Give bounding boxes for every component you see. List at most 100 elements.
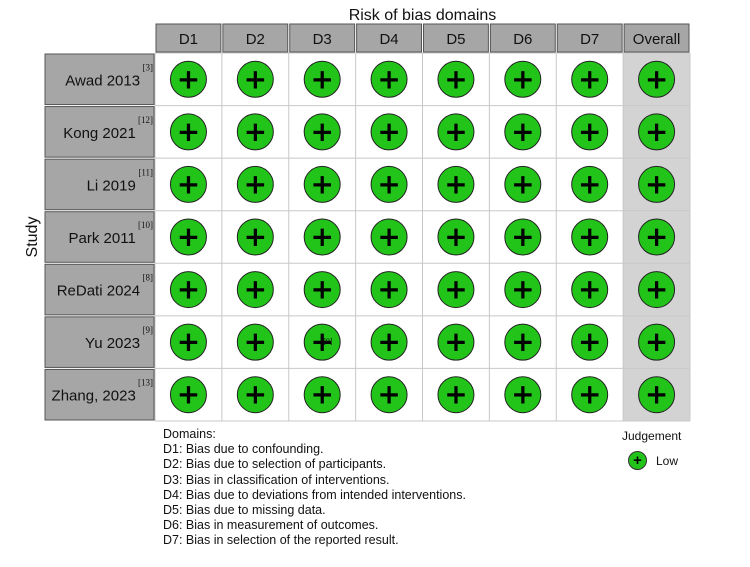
judgement-symbol: + <box>511 167 534 200</box>
study-reference: [10] <box>138 220 153 230</box>
judgement-symbol: + <box>177 220 200 253</box>
judgement-dot <box>571 218 609 256</box>
judgement-dot <box>437 60 475 98</box>
judgement-symbol: + <box>511 62 534 95</box>
study-label-cell <box>44 316 155 368</box>
judgement-dot <box>571 165 609 203</box>
judgement-symbol: + <box>310 115 333 148</box>
judgement-dot <box>303 218 341 256</box>
column-header-label: Overall <box>633 31 681 48</box>
judgement-symbol: + <box>377 115 400 148</box>
study-label: Zhang, 2023 <box>52 388 136 405</box>
judgement-symbol: + <box>511 325 534 358</box>
column-header-label: D1 <box>179 31 198 48</box>
judgement-symbol: + <box>444 378 467 411</box>
judgement-dot <box>571 376 609 414</box>
study-label: Awad 2013 <box>65 72 140 89</box>
judgement-dot <box>303 323 341 361</box>
judgement-dot <box>169 165 207 203</box>
judgement-dot <box>236 113 274 151</box>
judgement-dot <box>571 113 609 151</box>
judgement-dot <box>303 271 341 309</box>
judgement-symbol: + <box>377 167 400 200</box>
judgement-label: Low <box>656 453 679 468</box>
domain-d7-description: D7: Bias in selection of the reported re… <box>163 533 399 548</box>
study-label-cell <box>44 53 155 106</box>
study-label: ReDati 2024 <box>57 283 140 300</box>
judgement-symbol: + <box>377 325 400 358</box>
judgement-dot <box>370 113 408 151</box>
judgement-dot <box>236 376 274 414</box>
judgement-dot <box>169 271 207 309</box>
study-label: Yu 2023 <box>85 335 140 352</box>
judgement-dot <box>504 376 542 414</box>
column-header-d3 <box>289 23 356 53</box>
column-header-d4 <box>356 23 422 53</box>
judgement-symbol: + <box>310 220 333 253</box>
judgement-dot <box>504 60 542 98</box>
study-reference: [12] <box>138 115 153 125</box>
judgement-symbol: + <box>645 273 668 306</box>
study-reference: [13] <box>138 378 153 388</box>
judgement-symbol: + <box>578 220 601 253</box>
judgement-symbol: + <box>578 325 601 358</box>
judgement-symbol: + <box>177 273 200 306</box>
column-header-label: D4 <box>379 31 398 48</box>
judgement-dot <box>236 218 274 256</box>
study-label: Park 2011 <box>69 230 136 247</box>
judgement-symbol: + <box>177 378 200 411</box>
judgement-dot <box>303 165 341 203</box>
domains-title: Domains: <box>163 427 216 441</box>
column-header-label: D3 <box>313 31 332 48</box>
domain-d2-description: D2: Bias due to selection of participant… <box>163 457 387 472</box>
judgement-dot <box>236 60 274 98</box>
judgement-symbol: + <box>177 325 200 358</box>
judgement-symbol: + <box>444 115 467 148</box>
judgement-symbol: + <box>511 115 534 148</box>
study-reference: [11] <box>138 167 153 177</box>
judgement-symbol: + <box>645 378 668 411</box>
study-reference: [8] <box>143 273 154 283</box>
judgement-dot <box>638 218 676 256</box>
judgement-legend: Judgement + Low <box>622 429 681 470</box>
judgement-symbol: + <box>244 62 267 95</box>
judgement-symbol: + <box>578 115 601 148</box>
study-label-cell <box>44 211 155 263</box>
y-axis-label: Study <box>24 217 41 258</box>
domain-d4-description: D4: Bias due to deviations from intended… <box>163 487 466 502</box>
study-label-cell <box>44 368 155 421</box>
judgement-dot <box>169 218 207 256</box>
judgement-symbol: + <box>511 220 534 253</box>
judgement-symbol: + <box>377 378 400 411</box>
chart-title: Risk of bias domains <box>349 7 497 24</box>
column-header-label: D7 <box>580 31 599 48</box>
judgement-dot <box>638 271 676 309</box>
judgement-dot <box>169 113 207 151</box>
judgement-symbol: + <box>444 167 467 200</box>
judgement-dot <box>638 323 676 361</box>
judgement-dot <box>303 60 341 98</box>
judgement-symbol: + <box>377 220 400 253</box>
low-judgement-icon: + <box>628 451 647 470</box>
judgement-dot <box>303 113 341 151</box>
judgement-dot <box>571 271 609 309</box>
study-reference: [3] <box>143 62 154 72</box>
judgement-symbol: + <box>310 378 333 411</box>
judgement-symbol: + <box>244 378 267 411</box>
judgement-dot <box>169 323 207 361</box>
study-label-cell <box>44 263 155 316</box>
column-header-label: D2 <box>246 31 265 48</box>
study-label-cell <box>44 158 155 211</box>
judgement-dot <box>571 60 609 98</box>
judgement-dot <box>370 218 408 256</box>
judgement-symbol: + <box>645 62 668 95</box>
domain-d5-description: D5: Bias due to missing data. <box>163 503 326 518</box>
column-header-d1 <box>155 23 222 53</box>
judgement-symbol: + <box>578 273 601 306</box>
judgement-symbol: + <box>645 115 668 148</box>
column-header-label: D6 <box>513 31 532 48</box>
judgement-dot <box>437 376 475 414</box>
judgement-symbol: + <box>177 115 200 148</box>
judgement-dot <box>370 60 408 98</box>
